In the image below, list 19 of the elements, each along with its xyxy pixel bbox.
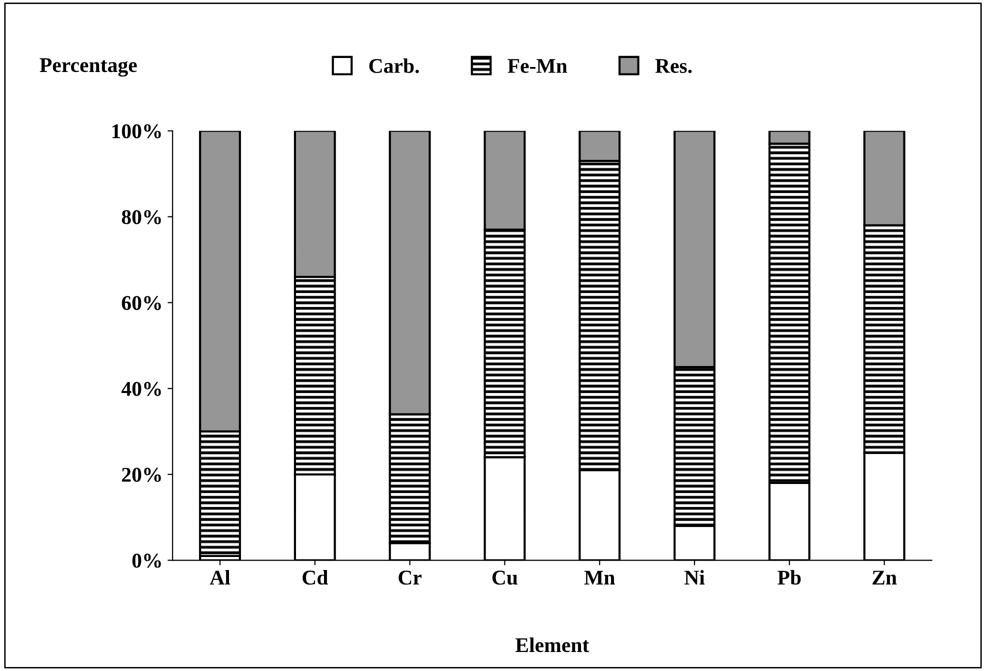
x-tick-label: Mn [584, 570, 615, 584]
y-tick-label: 80% [122, 210, 161, 224]
x-tick-label: Cd [302, 570, 328, 585]
x-tick-label: Cr [398, 570, 422, 585]
legend-label: Carb. [369, 58, 419, 74]
legend-label: Fe-Mn [508, 59, 568, 73]
y-tick-label: 0% [132, 554, 161, 568]
x-tick-label: Cu [492, 570, 518, 585]
x-tick-label: Al [210, 570, 230, 584]
x-axis-title: Element [515, 638, 590, 652]
y-axis-title: Percentage [40, 58, 137, 77]
y-tick-label: 60% [122, 296, 161, 310]
x-tick-label: Zn [872, 570, 897, 584]
y-tick-label: 20% [122, 468, 161, 482]
x-tick-label: Pb [778, 570, 801, 585]
y-tick-label: 40% [121, 382, 161, 396]
x-tick-label: Ni [684, 570, 705, 584]
legend-label: Res. [655, 59, 692, 74]
y-tick-label: 100% [112, 124, 161, 138]
